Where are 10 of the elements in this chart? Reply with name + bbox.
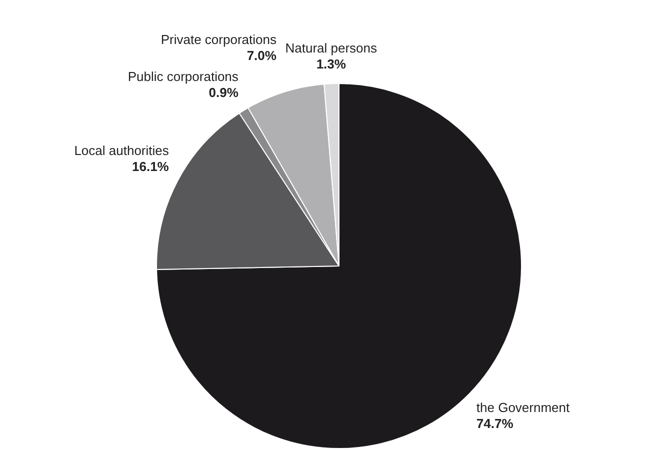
data-label: 74.7% [476,416,514,431]
data-label: 7.0% [246,48,277,64]
data-label: 1.3% [316,56,346,72]
slice-label: Public corporations [128,68,239,84]
slice-label: the Government [476,400,570,415]
slice-label: Natural persons [285,40,378,56]
data-label: 0.9% [208,84,239,100]
slice-label: Local authorities [74,143,170,158]
slice-label: Private corporations [160,32,277,48]
data-label: 16.1% [132,159,170,174]
